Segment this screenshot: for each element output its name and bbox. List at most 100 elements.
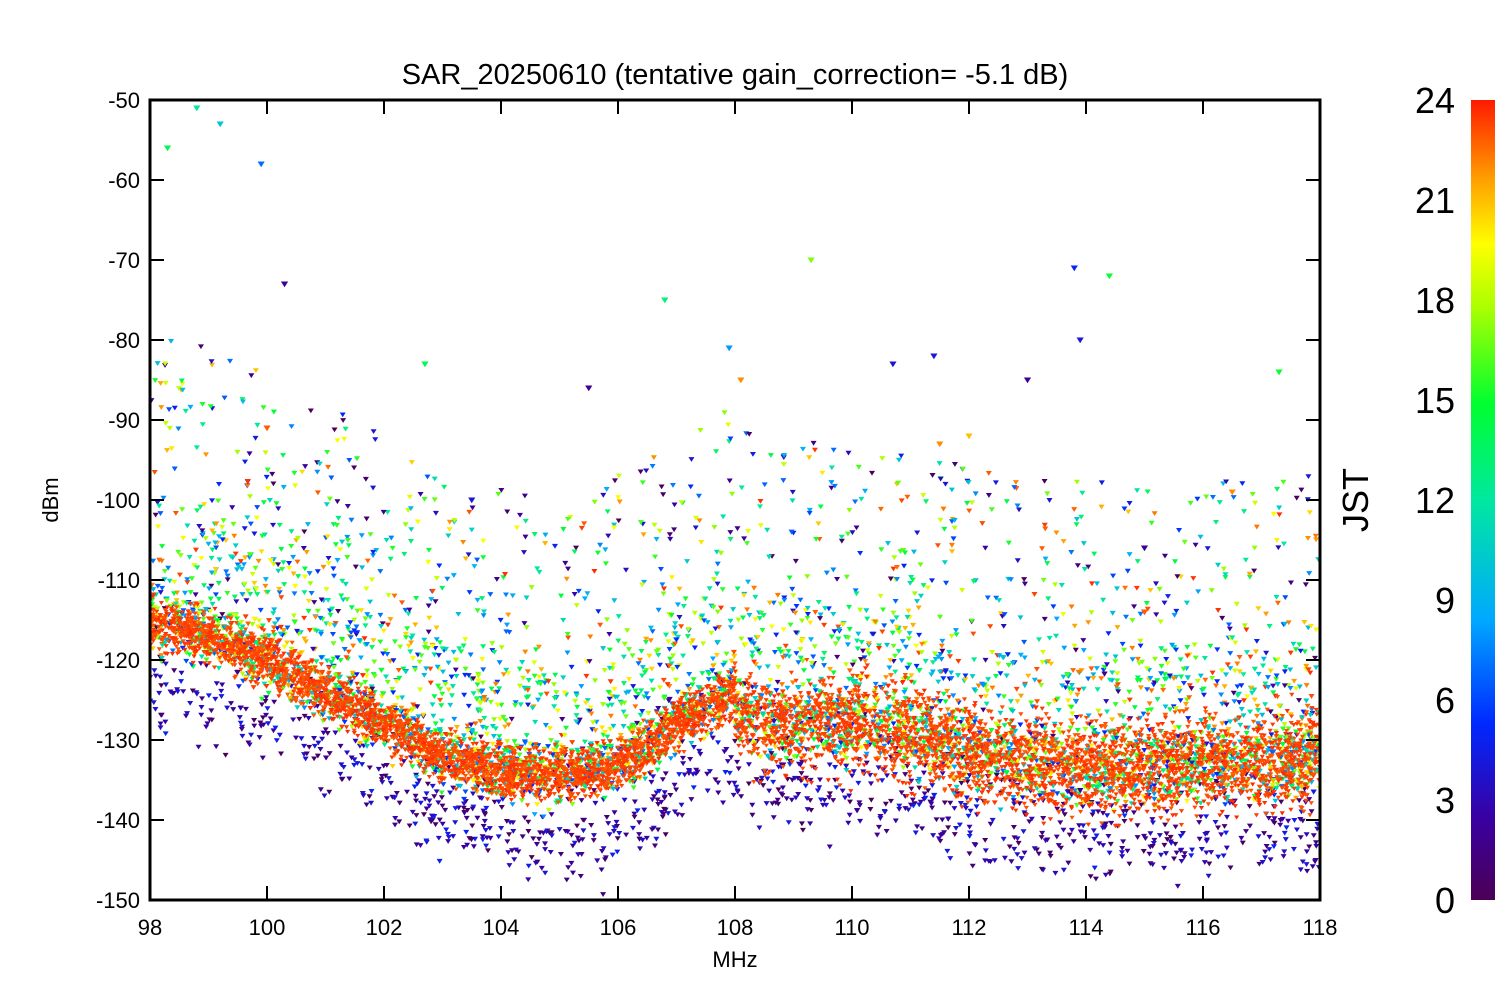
data-point [651, 724, 658, 730]
data-point [1291, 818, 1298, 823]
data-point [636, 832, 643, 837]
data-point [928, 672, 935, 678]
data-point [1262, 702, 1269, 708]
data-point [302, 756, 309, 762]
data-point [688, 797, 695, 802]
data-point [396, 819, 403, 825]
data-point [1218, 692, 1225, 698]
data-point [548, 812, 555, 818]
data-point [1129, 645, 1136, 651]
data-point [945, 816, 952, 822]
data-point [1308, 809, 1315, 815]
data-point [178, 679, 185, 684]
data-point [789, 680, 796, 686]
data-point [206, 586, 213, 592]
data-point [492, 726, 499, 732]
data-point [342, 581, 349, 587]
data-point [1303, 849, 1310, 855]
data-point [314, 608, 321, 614]
data-point [951, 806, 958, 811]
data-point [921, 791, 928, 797]
data-point [670, 653, 677, 659]
data-point [616, 830, 623, 836]
data-point [412, 622, 419, 628]
data-point [679, 813, 686, 818]
data-point [483, 805, 490, 811]
data-point [511, 857, 518, 863]
data-point [1134, 656, 1141, 662]
data-point [814, 788, 821, 794]
data-point [1270, 683, 1277, 689]
data-point [291, 619, 298, 625]
data-point [731, 654, 738, 659]
data-point [647, 638, 654, 644]
data-point [330, 641, 337, 647]
data-point [208, 555, 215, 561]
data-point [453, 657, 460, 663]
data-point [614, 836, 621, 842]
data-point [1183, 701, 1190, 707]
data-point [1278, 799, 1285, 805]
data-point [1134, 835, 1141, 840]
data-point [820, 741, 827, 747]
data-point [1308, 694, 1315, 699]
data-point [477, 734, 484, 740]
data-point [995, 661, 1002, 667]
data-point [895, 649, 902, 654]
data-point [1140, 849, 1147, 854]
data-point [655, 827, 662, 833]
data-point [789, 777, 796, 783]
data-point [1045, 702, 1052, 707]
data-point [381, 742, 388, 748]
data-point [730, 792, 737, 798]
data-point [480, 667, 487, 673]
data-point [763, 801, 770, 806]
data-point [773, 632, 780, 638]
data-point [274, 617, 281, 623]
data-point [429, 702, 436, 708]
data-point [317, 747, 324, 752]
data-point [338, 777, 345, 783]
data-point [607, 679, 614, 685]
data-point [635, 692, 642, 697]
data-point [1274, 682, 1281, 687]
data-point [396, 800, 403, 806]
data-point [1117, 713, 1124, 718]
data-point [1121, 699, 1128, 705]
data-point [191, 538, 198, 544]
data-point [1296, 642, 1303, 648]
data-point [484, 848, 491, 854]
data-point [423, 791, 430, 797]
data-point [201, 583, 208, 589]
data-point [516, 752, 523, 758]
data-point [1312, 655, 1319, 661]
data-point [215, 665, 222, 671]
data-point [178, 670, 185, 676]
data-point [391, 593, 398, 599]
data-point [477, 701, 484, 706]
data-point [1107, 841, 1114, 847]
data-point [821, 622, 828, 628]
data-point [592, 678, 599, 684]
data-point [301, 615, 308, 621]
data-point [1109, 717, 1116, 723]
data-point [517, 702, 524, 708]
data-point [1264, 675, 1271, 680]
data-point [745, 579, 752, 585]
data-point [501, 724, 508, 730]
data-point [279, 567, 286, 572]
data-point [440, 782, 447, 787]
data-point [202, 536, 209, 541]
data-point [807, 821, 814, 827]
data-point [1261, 831, 1268, 836]
data-point [360, 793, 367, 799]
data-point [150, 700, 157, 706]
data-point [1010, 824, 1017, 830]
data-point [1010, 795, 1017, 800]
data-point [645, 710, 652, 716]
data-point [846, 799, 853, 805]
data-point [767, 678, 774, 683]
data-point [442, 807, 449, 813]
data-point [215, 596, 222, 602]
data-point [1146, 851, 1153, 857]
